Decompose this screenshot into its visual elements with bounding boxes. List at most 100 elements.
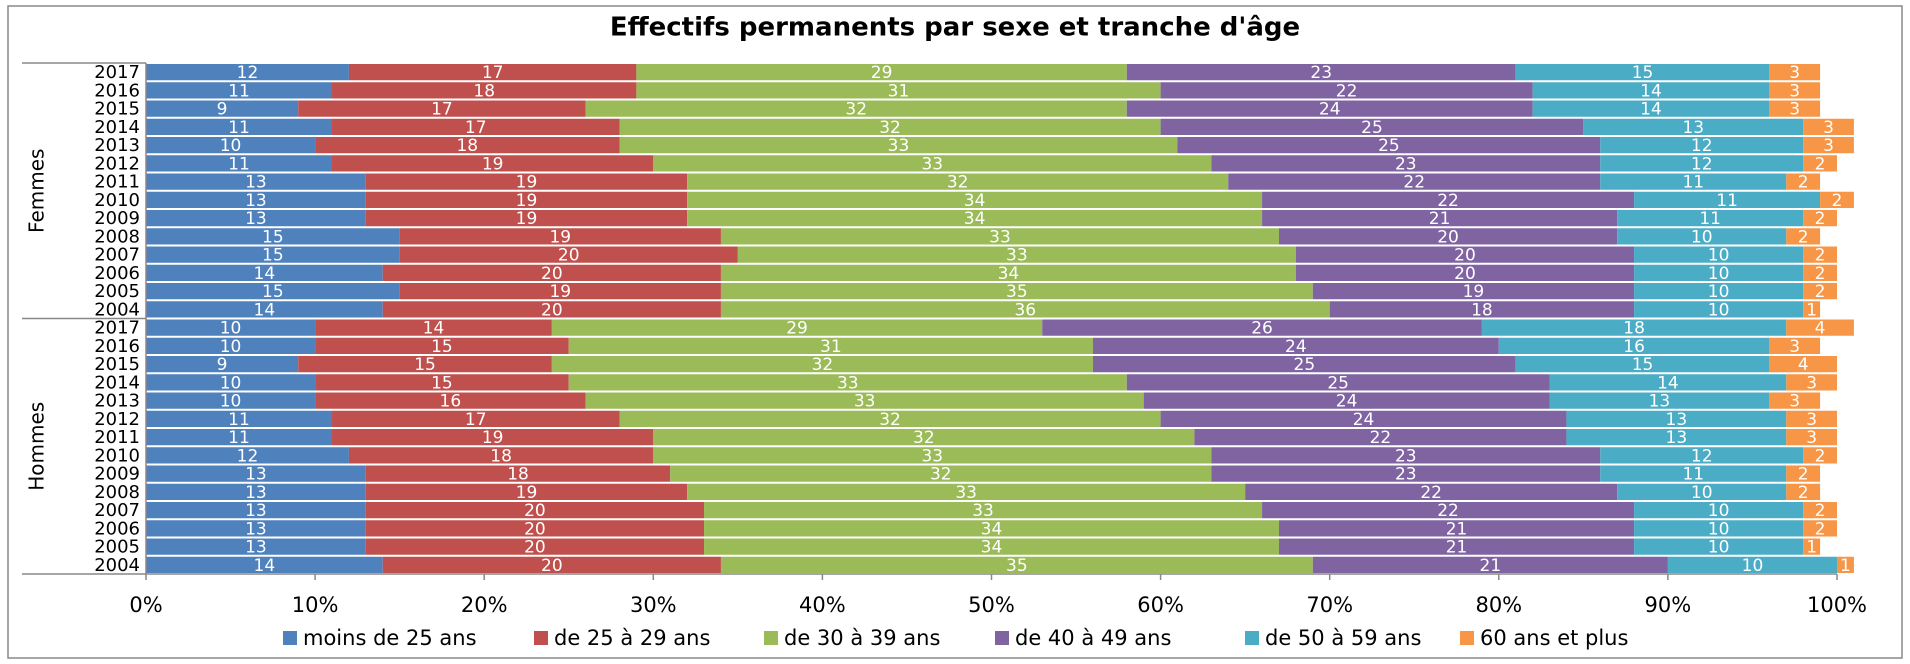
bar-segment — [619, 118, 1161, 135]
value-label: 3 — [1806, 428, 1817, 448]
bar-segment — [146, 118, 333, 135]
bar-segment — [1786, 319, 1854, 336]
legend-swatch — [534, 631, 548, 645]
value-label: 31 — [888, 81, 910, 101]
value-label: 2 — [1798, 227, 1809, 247]
value-label: 20 — [1437, 227, 1459, 247]
bar-segment — [636, 64, 1127, 81]
value-label: 11 — [1699, 209, 1721, 229]
value-label: 29 — [871, 63, 893, 83]
bar-segment — [1786, 429, 1837, 446]
value-label: 32 — [879, 118, 901, 138]
bar-segment — [146, 210, 366, 227]
value-label: 1 — [1806, 300, 1817, 320]
bar-segment — [298, 100, 586, 117]
value-label: 11 — [228, 81, 250, 101]
value-label: 19 — [1463, 282, 1485, 302]
bar-segment — [737, 246, 1296, 263]
value-label: 14 — [1640, 100, 1662, 120]
bar-segment — [1177, 137, 1601, 154]
value-label: 18 — [507, 465, 529, 485]
legend-swatch — [764, 631, 778, 645]
bar-segment — [585, 100, 1127, 117]
value-label: 32 — [879, 410, 901, 430]
y-tick-label: 2014 — [94, 117, 140, 138]
bar-segment — [704, 538, 1279, 555]
bar-segment — [1160, 118, 1584, 135]
y-tick-label: 2006 — [94, 263, 140, 284]
value-label: 2 — [1798, 465, 1809, 485]
value-label: 35 — [1006, 282, 1028, 302]
bar-segment — [720, 283, 1313, 300]
bar-segment — [551, 319, 1043, 336]
value-label: 33 — [989, 227, 1011, 247]
bar-segment — [1634, 538, 1804, 555]
value-label: 12 — [237, 63, 259, 83]
value-label: 12 — [1691, 154, 1713, 174]
value-label: 18 — [490, 446, 512, 466]
value-label: 33 — [921, 446, 943, 466]
bar-segment — [399, 283, 721, 300]
value-label: 12 — [237, 446, 259, 466]
value-label: 22 — [1437, 191, 1459, 211]
bar-segment — [619, 137, 1178, 154]
value-label: 15 — [1632, 355, 1654, 375]
bar-segment — [146, 173, 366, 190]
legend-swatch — [283, 631, 297, 645]
bar-segment — [568, 374, 1127, 391]
value-label: 34 — [981, 519, 1003, 539]
value-label: 24 — [1285, 337, 1307, 357]
value-label: 19 — [516, 209, 538, 229]
bar-segment — [1278, 538, 1635, 555]
bar-segment — [720, 264, 1296, 281]
bar-segment — [1228, 173, 1601, 190]
bar-segment — [704, 520, 1279, 537]
value-label: 32 — [812, 355, 834, 375]
bar-segment — [399, 246, 738, 263]
value-label: 15 — [414, 355, 436, 375]
y-tick-label: 2004 — [94, 299, 140, 320]
bar-segment — [348, 64, 637, 81]
bar-segment — [146, 520, 366, 537]
bar-segment — [146, 155, 333, 172]
value-label: 20 — [524, 538, 546, 558]
value-label: 15 — [262, 246, 284, 266]
bar-segment — [1786, 228, 1821, 245]
value-label: 33 — [837, 373, 859, 393]
value-label: 20 — [524, 501, 546, 521]
value-label: 12 — [1691, 136, 1713, 156]
value-label: 22 — [1370, 428, 1392, 448]
bar-segment — [332, 155, 654, 172]
bar-segment — [146, 374, 316, 391]
bar-segment — [146, 228, 400, 245]
bar-segment — [687, 483, 1246, 500]
value-label: 22 — [1420, 483, 1442, 503]
value-label: 12 — [1691, 446, 1713, 466]
value-label: 19 — [549, 282, 571, 302]
value-label: 20 — [541, 300, 563, 320]
value-label: 22 — [1336, 81, 1358, 101]
bar-segment — [1160, 82, 1533, 99]
y-tick-label: 2015 — [94, 99, 140, 120]
value-label: 19 — [482, 154, 504, 174]
bar-segment — [399, 228, 721, 245]
value-label: 33 — [1006, 246, 1028, 266]
bar-segment — [1092, 337, 1499, 354]
bar-segment — [1803, 520, 1837, 537]
value-label: 10 — [1708, 300, 1730, 320]
value-label: 10 — [220, 136, 242, 156]
bar-segment — [1600, 465, 1787, 482]
value-label: 3 — [1789, 392, 1800, 412]
bar-segment — [146, 483, 366, 500]
bar-segment — [1803, 283, 1837, 300]
value-label: 2 — [1815, 246, 1826, 266]
value-label: 18 — [473, 81, 495, 101]
bar-segment — [1566, 429, 1787, 446]
bar-segment — [1278, 520, 1635, 537]
value-label: 13 — [245, 191, 267, 211]
value-label: 2 — [1798, 483, 1809, 503]
bar-segment — [315, 392, 586, 409]
bar-segment — [146, 64, 349, 81]
bar-segment — [653, 155, 1212, 172]
value-label: 18 — [456, 136, 478, 156]
